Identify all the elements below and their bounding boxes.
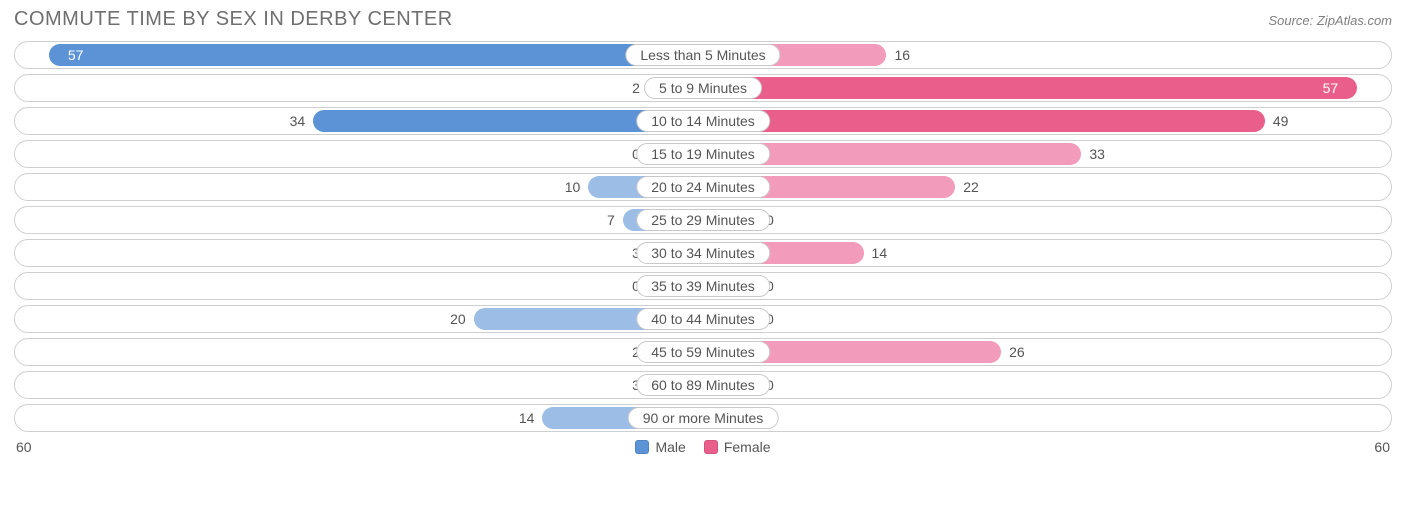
legend-item-female: Female (704, 439, 771, 455)
value-male: 7 (607, 207, 615, 233)
chart-row: 20040 to 44 Minutes (14, 305, 1392, 333)
bar-male (49, 44, 703, 66)
value-female: 33 (1089, 141, 1105, 167)
value-female: 16 (894, 42, 910, 68)
value-female: 26 (1009, 339, 1025, 365)
chart-row: 7025 to 29 Minutes (14, 206, 1392, 234)
chart-row: 2 57 5 to 9 Minutes (14, 74, 1392, 102)
category-label: 15 to 19 Minutes (636, 143, 770, 165)
legend-swatch-female (704, 440, 718, 454)
legend-item-male: Male (635, 439, 685, 455)
category-label: 5 to 9 Minutes (644, 77, 762, 99)
legend-label-female: Female (724, 439, 771, 455)
chart-header: COMMUTE TIME BY SEX IN DERBY CENTER Sour… (10, 8, 1396, 41)
category-label: 20 to 24 Minutes (636, 176, 770, 198)
legend-label-male: Male (655, 439, 685, 455)
value-male: 20 (450, 306, 466, 332)
value-female: 57 (1323, 75, 1339, 101)
legend-swatch-male (635, 440, 649, 454)
category-label: Less than 5 Minutes (625, 44, 780, 66)
chart-row: 3060 to 89 Minutes (14, 371, 1392, 399)
value-female: 49 (1273, 108, 1289, 134)
axis-right-max: 60 (1374, 439, 1390, 455)
chart-rows: 57 16 Less than 5 Minutes 2 57 5 to 9 Minutes… (10, 41, 1396, 432)
value-male: 2 (632, 75, 640, 101)
category-label: 25 to 29 Minutes (636, 209, 770, 231)
value-female: 22 (963, 174, 979, 200)
chart-row: 22645 to 59 Minutes (14, 338, 1392, 366)
value-male: 10 (565, 174, 581, 200)
chart-row: 10 22 20 to 24 Minutes (14, 173, 1392, 201)
chart-row: 0035 to 39 Minutes (14, 272, 1392, 300)
category-label: 10 to 14 Minutes (636, 110, 770, 132)
category-label: 60 to 89 Minutes (636, 374, 770, 396)
chart-row: 31430 to 34 Minutes (14, 239, 1392, 267)
value-male: 34 (290, 108, 306, 134)
category-label: 90 or more Minutes (628, 407, 779, 429)
bar-female (703, 77, 1357, 99)
chart-row: 14090 or more Minutes (14, 404, 1392, 432)
chart-source: Source: ZipAtlas.com (1268, 13, 1392, 28)
category-label: 45 to 59 Minutes (636, 341, 770, 363)
chart-row: 34 49 10 to 14 Minutes (14, 107, 1392, 135)
chart-row: 03315 to 19 Minutes (14, 140, 1392, 168)
category-label: 35 to 39 Minutes (636, 275, 770, 297)
chart-container: COMMUTE TIME BY SEX IN DERBY CENTER Sour… (0, 0, 1406, 459)
chart-row: 57 16 Less than 5 Minutes (14, 41, 1392, 69)
chart-footer: 60 Male Female 60 (10, 437, 1396, 455)
axis-left-max: 60 (16, 439, 32, 455)
legend: Male Female (635, 439, 770, 455)
value-male: 57 (68, 42, 84, 68)
chart-title: COMMUTE TIME BY SEX IN DERBY CENTER (14, 8, 453, 31)
value-female: 14 (872, 240, 888, 266)
bar-female (703, 110, 1265, 132)
value-male: 14 (519, 405, 535, 431)
category-label: 30 to 34 Minutes (636, 242, 770, 264)
category-label: 40 to 44 Minutes (636, 308, 770, 330)
